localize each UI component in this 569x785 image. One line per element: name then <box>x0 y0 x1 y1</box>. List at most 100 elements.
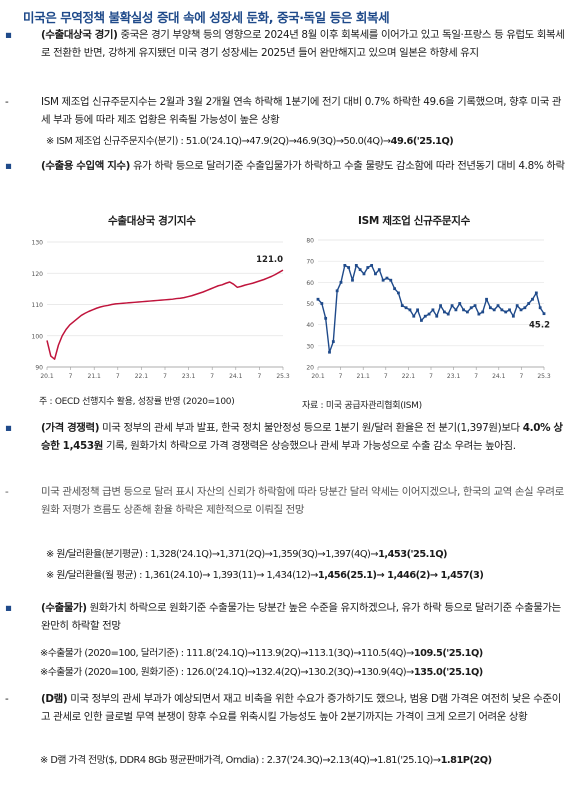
note-text-bold: 1.81P(2Q) <box>440 755 492 766</box>
note-fx-quarterly: ※ 원/달러환율(분기평균) : 1,328('24.1Q)→1,371(2Q)… <box>46 546 448 563</box>
data-point <box>316 297 320 301</box>
data-point <box>458 302 462 305</box>
paragraph-text: 미국 관세정책 급변 등으로 달러 표시 자산의 신뢰가 하락함에 따라 당분간… <box>41 486 564 516</box>
data-point <box>492 308 496 312</box>
data-point <box>389 278 393 282</box>
data-point <box>531 297 534 301</box>
data-point <box>473 304 477 308</box>
note-text: ※수출물가 (2020=100, 달러기준) : 111.8('24.1Q)→1… <box>40 648 414 659</box>
data-point <box>515 304 519 308</box>
page-title: 미국은 무역정책 불확실성 증대 속에 성장세 둔화, 중국·독일 등은 회복세 <box>23 10 390 25</box>
paragraph-heading: (수출대상국 경기) <box>41 29 118 41</box>
paragraph-heading: (수출물가) <box>41 602 87 614</box>
square-bullet-icon: ▪ <box>5 602 12 614</box>
data-point <box>504 310 508 314</box>
chart-right-title: ISM 제조업 신규주문지수 <box>358 215 470 227</box>
data-point <box>320 302 324 305</box>
x-tick-label: 21.1 <box>357 373 371 380</box>
y-tick-label: 20 <box>306 365 314 372</box>
data-point <box>508 308 511 312</box>
data-point <box>496 304 500 308</box>
x-tick-label: 20.1 <box>40 373 54 380</box>
y-tick-label: 50 <box>306 301 314 308</box>
paragraph-text-bold: 4.0% 상승한 1,453원 <box>41 422 563 452</box>
paragraph-text: 유가 하락 등으로 달러기준 수출입물가가 하락하고 수출 물량도 감소함에 따… <box>130 160 565 172</box>
data-point <box>324 316 328 320</box>
x-tick-label: 20.1 <box>311 373 325 380</box>
data-point <box>385 276 389 280</box>
chart-left-source: 주 : OECD 선행지수 활용, 성장률 반영 (2020=100) <box>39 397 235 407</box>
data-point <box>347 266 351 269</box>
note-text-bold: 49.6('25.1Q) <box>390 136 454 147</box>
data-point <box>328 350 331 354</box>
note-text-bold: 1,453('25.1Q) <box>378 549 448 560</box>
paragraph-text: 기록, 원화가치 하락으로 가격 경쟁력은 상승했으나 관세 부과 가능성으로 … <box>103 439 516 452</box>
data-point <box>400 304 404 308</box>
note-text-bold: 135.0('25.1Q) <box>413 667 483 678</box>
paragraph-export-prices: ▪ (수출물가) 원화가치 하락으로 원화기준 수출물가는 당분간 높은 수준을 … <box>5 600 569 635</box>
data-point <box>450 304 454 308</box>
data-point <box>331 340 335 343</box>
note-text: ※ D램 가격 전망($, DDR4 8Gb 평균판매가격, Omdia) : … <box>40 755 441 766</box>
x-tick-label: 7 <box>519 373 523 380</box>
square-bullet-icon: ▪ <box>5 160 12 172</box>
y-tick-label: 100 <box>32 333 44 340</box>
data-point <box>500 308 504 312</box>
x-tick-label: 7 <box>69 373 73 380</box>
x-tick-label: 24.1 <box>492 373 506 380</box>
x-tick-label: 24.1 <box>229 373 243 380</box>
series-line <box>46 269 284 360</box>
data-point <box>408 308 412 312</box>
note-ism: ※ ISM 제조업 신규주문지수(분기) : 51.0('24.1Q)→47.9… <box>46 133 454 150</box>
paragraph-dram: - (D램) 미국 정부의 관세 부과가 예상되면서 재고 비축을 위한 수요가 … <box>5 691 569 726</box>
data-point <box>354 264 358 267</box>
data-point <box>538 306 542 310</box>
square-bullet-icon: ▪ <box>5 422 12 434</box>
note-text: ※ ISM 제조업 신규주문지수(분기) : 51.0('24.1Q)→47.9… <box>46 136 391 147</box>
data-point <box>439 304 442 308</box>
y-tick-label: 120 <box>32 271 44 278</box>
y-tick-label: 40 <box>306 322 314 329</box>
note-text: ※수출물가 (2020=100, 원화기준) : 126.0('24.1Q)→1… <box>40 667 414 678</box>
x-tick-label: 22.1 <box>135 373 149 380</box>
y-tick-label: 80 <box>306 238 314 245</box>
data-point <box>477 312 481 316</box>
paragraph-ism-orders: - ISM 제조업 신규주문지수는 2월과 3월 2개월 연속 하락해 1분기에 … <box>5 94 569 129</box>
data-point <box>469 306 473 310</box>
x-tick-label: 7 <box>163 373 167 380</box>
paragraph-export-target-economy: ▪ (수출대상국 경기) 중국은 경기 부양책 등의 영향으로 2024년 8월 … <box>5 27 569 62</box>
paragraph-text: ISM 제조업 신규주문지수는 2월과 3월 2개월 연속 하락해 1분기에 전… <box>41 96 562 126</box>
data-point <box>423 314 427 318</box>
data-point <box>488 306 492 310</box>
chart-left-title: 수출대상국 경기지수 <box>108 215 196 227</box>
x-tick-label: 7 <box>210 373 214 380</box>
dash-bullet: - <box>5 96 9 108</box>
y-tick-label: 130 <box>32 240 44 247</box>
data-point <box>485 297 488 301</box>
data-point <box>366 266 370 269</box>
data-point <box>397 291 400 295</box>
y-tick-label: 90 <box>35 365 43 372</box>
x-tick-label: 22.1 <box>402 373 416 380</box>
data-point <box>511 314 515 318</box>
paragraph-text: 중국은 경기 부양책 등의 영향으로 2024년 8월 이후 회복세를 이어가고… <box>41 29 565 59</box>
data-point <box>435 314 439 318</box>
data-point <box>542 312 546 316</box>
data-point <box>519 308 523 312</box>
paragraph-text: 원화가치 하락으로 원화기준 수출물가는 당분간 높은 수준을 유지하겠으나, … <box>41 602 561 632</box>
x-tick-label: 25.3 <box>276 373 290 380</box>
paragraph-heading: (가격 경쟁력) <box>41 422 100 434</box>
note-fx-monthly: ※ 원/달러환율(월 평균) : 1,361(24.10)→ 1,393(11)… <box>46 567 484 584</box>
x-tick-label: 7 <box>384 373 388 380</box>
square-bullet-icon: ▪ <box>5 29 12 41</box>
paragraph-text: 미국 정부의 관세 부과 발표, 한국 정치 불안정성 등으로 1분기 원/달러… <box>99 422 523 434</box>
x-tick-label: 7 <box>429 373 433 380</box>
data-point <box>393 287 397 291</box>
data-point <box>351 278 354 282</box>
paragraph-price-competitiveness: ▪ (가격 경쟁력) 미국 정부의 관세 부과 발표, 한국 정치 불안정성 등으… <box>5 420 569 455</box>
data-point <box>523 306 527 310</box>
note-text: ※ 원/달러환율(월 평균) : 1,361(24.10)→ 1,393(11)… <box>46 570 318 581</box>
y-tick-label: 30 <box>306 343 314 350</box>
data-point <box>377 268 381 272</box>
data-point <box>343 264 347 267</box>
